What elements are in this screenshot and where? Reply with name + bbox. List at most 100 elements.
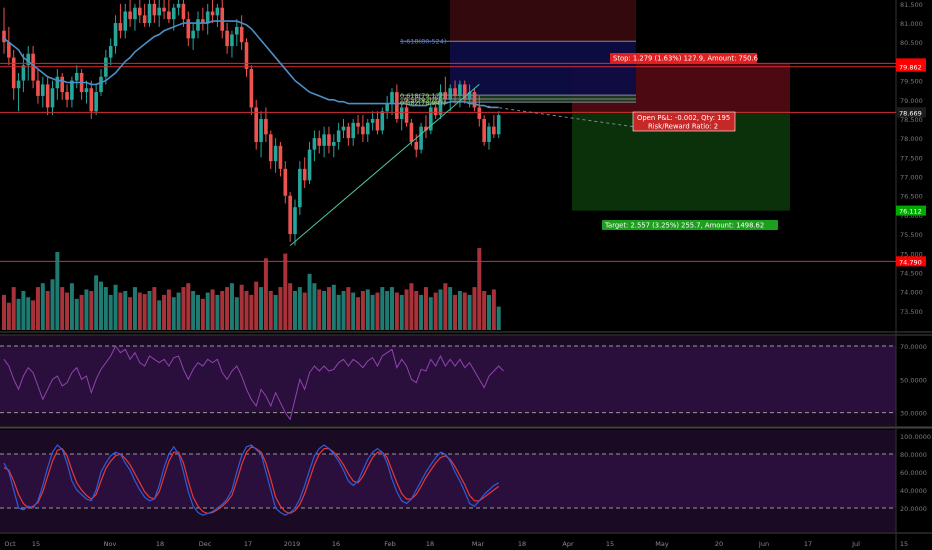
volume-bar	[200, 298, 205, 330]
time-tick-label: 15	[606, 540, 614, 548]
time-tick-label: Mar	[472, 540, 485, 548]
volume-bar	[273, 294, 278, 330]
time-tick-label: 18	[518, 540, 526, 548]
volume-bar	[394, 292, 399, 330]
volume-bar	[215, 294, 220, 330]
time-tick-label: May	[655, 540, 669, 548]
volume-bar	[409, 283, 414, 330]
volume-bar	[263, 258, 268, 330]
price-tick-label: 74.000	[900, 289, 923, 297]
candle-body	[60, 76, 64, 93]
volume-bar	[414, 291, 419, 330]
candle-body	[89, 88, 94, 112]
stoch-d-line	[3, 446, 500, 515]
time-tick-label: 15	[900, 540, 908, 548]
candle-body	[210, 11, 215, 16]
volume-bar	[40, 283, 45, 330]
candle-body	[70, 80, 74, 100]
trend-line	[289, 84, 480, 246]
rsi-tick-label: 50.0000	[900, 376, 927, 384]
rsi-tick-label: 70.0000	[900, 343, 927, 351]
candle-body	[220, 7, 225, 31]
candle-body	[404, 107, 409, 123]
volume-bar	[346, 287, 351, 330]
fib-zone-upper	[450, 0, 636, 42]
stoch-band	[0, 454, 896, 508]
stoch-tick-label: 20.0000	[900, 505, 927, 513]
volume-bar	[453, 294, 458, 330]
price-tick-label: 80.500	[900, 39, 923, 47]
candle-body	[365, 122, 370, 135]
stop-label: Stop: 1.279 (1.63%) 127.9, Amount: 750.6	[613, 55, 758, 63]
time-tick-label: 18	[426, 540, 434, 548]
candle-body	[254, 107, 258, 142]
volume-bar	[244, 291, 249, 330]
candle-body	[118, 23, 123, 31]
volume-bar	[166, 289, 171, 330]
volume-bar	[491, 289, 496, 330]
candle-body	[133, 7, 137, 20]
rsi-line	[3, 345, 504, 421]
volume-bar	[99, 281, 103, 330]
price-tick-label: 77.500	[900, 154, 923, 162]
volume-bar	[123, 291, 128, 330]
candle-body	[487, 126, 491, 142]
fib-level-label: 1.618(80.524)	[400, 37, 446, 45]
volume-bar	[147, 291, 152, 330]
candle-body	[230, 34, 234, 47]
candle-body	[346, 126, 351, 139]
volume-bar	[69, 283, 74, 330]
volume-bar	[254, 281, 259, 330]
time-tick-label: 18	[156, 540, 164, 548]
target-label: Target: 2.557 (3.25%) 255.7, Amount: 149…	[604, 222, 764, 230]
candle-body	[249, 69, 254, 108]
volume-bar	[472, 287, 477, 330]
candle-body	[283, 168, 288, 196]
stoch-tick-label: 60.0000	[900, 469, 927, 477]
candle-body	[312, 138, 317, 150]
volume-bar	[186, 283, 191, 330]
time-tick-label: Jun	[758, 540, 769, 548]
candle-body	[298, 168, 302, 208]
volume-bar	[428, 297, 433, 330]
volume-bar	[482, 291, 487, 330]
volume-bar	[443, 283, 448, 330]
volume-bar	[365, 289, 370, 330]
candle-body	[370, 118, 375, 123]
fib-level-label: 0.618(79.1??)	[400, 92, 445, 100]
volume-bar	[60, 287, 65, 330]
candle-body	[7, 42, 11, 58]
volume-bar	[31, 300, 36, 330]
candle-body	[336, 130, 341, 142]
price-tick-label: 81.500	[900, 1, 923, 9]
volume-bar	[84, 289, 89, 330]
volume-bar	[108, 294, 113, 330]
volume-bar	[113, 284, 118, 330]
volume-bar	[341, 291, 346, 330]
candle-body	[41, 84, 45, 96]
candle-body	[94, 92, 98, 112]
volume-bar	[239, 284, 244, 330]
candle-body	[472, 92, 477, 108]
candle-body	[351, 122, 355, 139]
fib-level-label: 0.5(79.0??)	[404, 96, 441, 104]
candle-body	[26, 53, 31, 66]
volume-bar	[6, 302, 11, 330]
price-tag	[896, 256, 926, 267]
time-tick-label: 2019	[284, 540, 301, 548]
volume-bar	[191, 291, 196, 330]
candle-body	[186, 19, 191, 39]
candle-body	[293, 207, 297, 235]
stoch-tick-label: 100.0000	[900, 433, 931, 441]
candle-body	[429, 107, 433, 131]
candle-body	[467, 92, 472, 100]
candle-body	[215, 7, 220, 16]
volume-bar	[448, 287, 453, 330]
price-tick-label: 76.500	[900, 193, 923, 201]
volume-bar	[205, 292, 210, 330]
volume-bar	[118, 292, 123, 330]
candle-body	[142, 15, 147, 24]
candle-body	[317, 138, 322, 146]
